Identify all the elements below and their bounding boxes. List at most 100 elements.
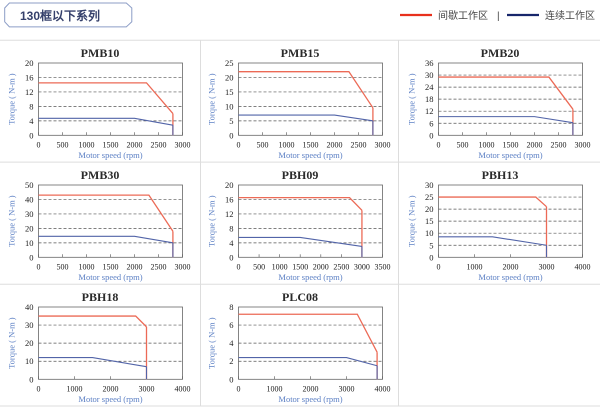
svg-text:20: 20	[225, 72, 234, 82]
svg-text:连续工作区: 连续工作区	[545, 9, 595, 22]
svg-text:2500: 2500	[551, 140, 567, 149]
svg-text:Torque ( N-m ): Torque ( N-m )	[407, 195, 417, 247]
svg-text:40: 40	[25, 194, 34, 204]
svg-text:5: 5	[429, 240, 433, 250]
svg-text:500: 500	[57, 140, 69, 149]
svg-text:3000: 3000	[539, 262, 555, 271]
svg-text:2000: 2000	[303, 384, 319, 393]
svg-text:0: 0	[429, 130, 433, 140]
svg-text:Motor speed (rpm): Motor speed (rpm)	[78, 394, 142, 404]
svg-text:2500: 2500	[333, 262, 349, 271]
svg-text:2000: 2000	[103, 384, 119, 393]
svg-text:30: 30	[425, 180, 434, 190]
svg-text:Motor speed (rpm): Motor speed (rpm)	[78, 150, 142, 160]
svg-text:4000: 4000	[175, 384, 191, 393]
svg-text:2500: 2500	[151, 262, 167, 271]
svg-text:1500: 1500	[303, 140, 319, 149]
svg-text:Torque ( N-m ): Torque ( N-m )	[7, 195, 17, 247]
svg-text:6: 6	[429, 118, 433, 128]
svg-text:1000: 1000	[479, 140, 495, 149]
svg-text:16: 16	[25, 72, 34, 82]
svg-text:PMB15: PMB15	[281, 46, 320, 60]
svg-text:0: 0	[437, 140, 441, 149]
svg-text:3000: 3000	[175, 262, 191, 271]
svg-text:间歇工作区: 间歇工作区	[438, 9, 488, 22]
svg-text:Torque ( N-m ): Torque ( N-m )	[207, 317, 217, 369]
svg-text:2000: 2000	[327, 140, 343, 149]
svg-text:130框以下系列: 130框以下系列	[20, 8, 100, 23]
svg-text:500: 500	[57, 262, 69, 271]
svg-text:12: 12	[425, 106, 434, 116]
svg-text:Torque ( N-m ): Torque ( N-m )	[207, 73, 217, 125]
svg-text:2500: 2500	[351, 140, 367, 149]
svg-text:Motor speed (rpm): Motor speed (rpm)	[278, 394, 342, 404]
svg-text:0: 0	[237, 140, 241, 149]
svg-text:3000: 3000	[139, 384, 155, 393]
svg-text:4: 4	[229, 338, 234, 348]
svg-text:4000: 4000	[575, 262, 591, 271]
svg-text:PLC08: PLC08	[282, 290, 318, 304]
svg-text:1000: 1000	[267, 384, 283, 393]
svg-text:PBH13: PBH13	[482, 168, 519, 182]
svg-text:1500: 1500	[103, 140, 119, 149]
svg-text:10: 10	[25, 238, 34, 248]
svg-text:10: 10	[425, 228, 434, 238]
svg-text:2000: 2000	[527, 140, 543, 149]
svg-text:2000: 2000	[127, 262, 143, 271]
svg-text:1000: 1000	[272, 262, 288, 271]
svg-text:10: 10	[25, 356, 34, 366]
svg-text:500: 500	[457, 140, 469, 149]
svg-text:0: 0	[37, 262, 41, 271]
svg-text:24: 24	[425, 82, 434, 92]
svg-text:12: 12	[225, 209, 234, 219]
svg-text:3000: 3000	[339, 384, 355, 393]
svg-text:3500: 3500	[375, 262, 391, 271]
svg-text:1500: 1500	[292, 262, 308, 271]
svg-text:1000: 1000	[279, 140, 295, 149]
svg-text:20: 20	[25, 58, 34, 68]
svg-text:1000: 1000	[79, 262, 95, 271]
svg-text:36: 36	[425, 58, 434, 68]
svg-text:20: 20	[25, 223, 34, 233]
svg-text:0: 0	[229, 374, 233, 384]
svg-text:0: 0	[37, 384, 41, 393]
svg-text:50: 50	[25, 180, 34, 190]
svg-text:Motor speed (rpm): Motor speed (rpm)	[278, 150, 342, 160]
svg-text:0: 0	[237, 384, 241, 393]
svg-text:0: 0	[29, 374, 33, 384]
svg-text:Motor speed (rpm): Motor speed (rpm)	[78, 272, 142, 282]
svg-text:Motor speed (rpm): Motor speed (rpm)	[478, 150, 542, 160]
svg-text:PMB10: PMB10	[81, 46, 120, 60]
svg-text:2000: 2000	[503, 262, 519, 271]
svg-text:18: 18	[425, 94, 434, 104]
svg-text:500: 500	[253, 262, 265, 271]
svg-text:6: 6	[229, 320, 233, 330]
svg-text:3000: 3000	[354, 262, 370, 271]
svg-text:4: 4	[29, 116, 34, 126]
svg-text:1000: 1000	[79, 140, 95, 149]
svg-text:25: 25	[225, 58, 234, 68]
svg-text:PMB20: PMB20	[481, 46, 520, 60]
svg-text:0: 0	[229, 130, 233, 140]
svg-text:15: 15	[225, 87, 234, 97]
svg-text:8: 8	[229, 223, 233, 233]
svg-text:15: 15	[425, 216, 434, 226]
svg-text:12: 12	[25, 87, 34, 97]
svg-text:Torque ( N-m ): Torque ( N-m )	[7, 73, 17, 125]
svg-text:|: |	[497, 11, 500, 22]
svg-text:30: 30	[425, 70, 434, 80]
svg-text:25: 25	[425, 192, 434, 202]
svg-text:Motor speed (rpm): Motor speed (rpm)	[478, 272, 542, 282]
svg-text:16: 16	[225, 194, 234, 204]
svg-text:40: 40	[25, 302, 34, 312]
svg-text:0: 0	[237, 262, 241, 271]
svg-text:4000: 4000	[375, 384, 391, 393]
svg-text:0: 0	[229, 252, 233, 262]
svg-text:PBH18: PBH18	[82, 290, 119, 304]
svg-text:20: 20	[225, 180, 234, 190]
svg-text:20: 20	[425, 204, 434, 214]
svg-text:PBH09: PBH09	[282, 168, 319, 182]
svg-text:1000: 1000	[467, 262, 483, 271]
svg-text:1500: 1500	[103, 262, 119, 271]
svg-text:5: 5	[229, 116, 233, 126]
